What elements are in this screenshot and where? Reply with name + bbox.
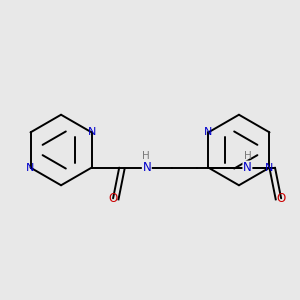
Text: N: N	[243, 161, 252, 174]
Text: N: N	[87, 128, 96, 137]
Text: N: N	[26, 163, 35, 172]
Text: N: N	[204, 128, 213, 137]
Text: H: H	[142, 151, 150, 161]
Text: H: H	[244, 151, 252, 161]
Text: N: N	[142, 161, 151, 174]
Text: O: O	[277, 192, 286, 205]
Text: O: O	[108, 192, 118, 205]
Text: N: N	[265, 163, 274, 172]
